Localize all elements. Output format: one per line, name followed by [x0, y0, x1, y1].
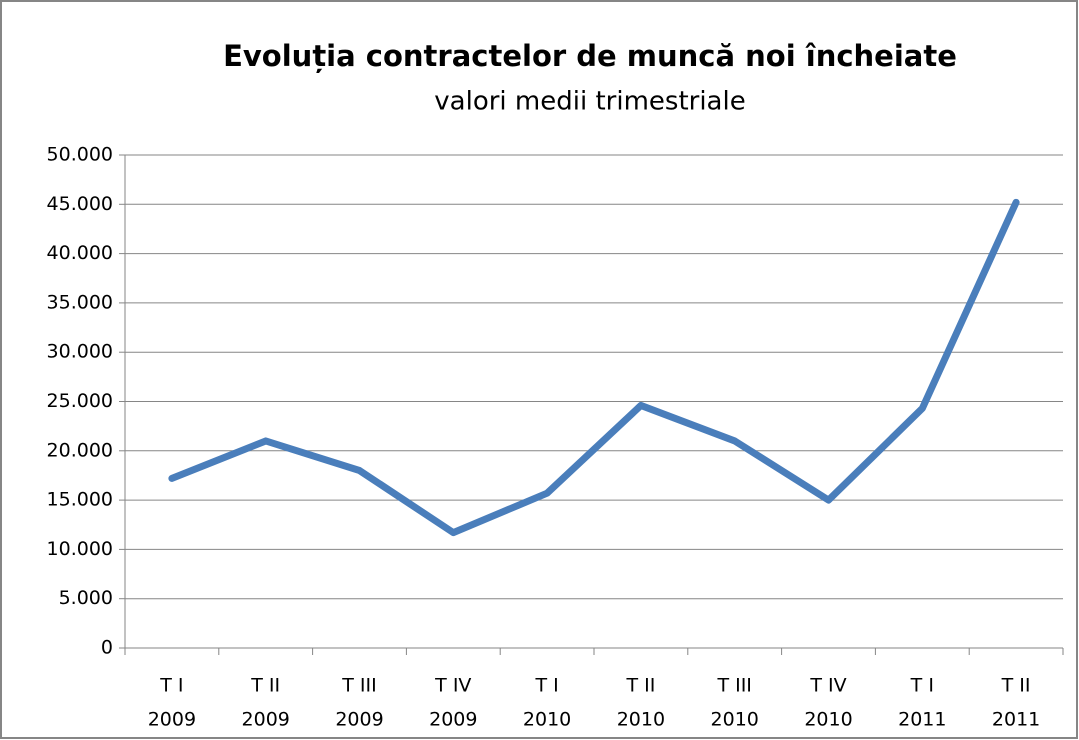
x-tick-label: T I [159, 675, 183, 697]
x-tick-label: 2010 [711, 709, 759, 731]
x-tick-label: T I [910, 675, 934, 697]
y-tick-label: 0 [101, 637, 113, 659]
data-line [168, 198, 1020, 537]
x-tick-label: 2009 [429, 709, 477, 731]
y-tick-label: 5.000 [59, 587, 113, 609]
y-tick-label: 40.000 [47, 242, 113, 264]
x-tick-label: 2009 [335, 709, 383, 731]
x-tick-label: T II [1001, 675, 1031, 697]
x-tick-label: T II [625, 675, 655, 697]
x-tick-label: T IV [434, 675, 471, 697]
y-tick-label: 10.000 [47, 538, 113, 560]
x-tick-label: T IV [809, 675, 846, 697]
x-tick-label: T III [341, 675, 376, 697]
x-tick-label: 2010 [617, 709, 665, 731]
y-tick-label: 20.000 [47, 439, 113, 461]
x-tick-label: 2009 [242, 709, 290, 731]
y-tick-label: 30.000 [47, 341, 113, 363]
x-tick-label: 2010 [804, 709, 852, 731]
y-tick-label: 15.000 [47, 489, 113, 511]
y-tick-label: 45.000 [47, 193, 113, 215]
x-tick-label: T III [716, 675, 751, 697]
x-tick-label: T I [534, 675, 558, 697]
x-tick-label: T II [250, 675, 280, 697]
x-tick-label: 2009 [148, 709, 196, 731]
y-tick-label: 50.000 [47, 144, 113, 166]
chart-title: Evoluția contractelor de muncă noi înche… [223, 39, 957, 73]
x-tick-label: 2011 [898, 709, 946, 731]
y-tick-label: 25.000 [47, 390, 113, 412]
y-tick-label: 35.000 [47, 291, 113, 313]
x-tick-label: 2010 [523, 709, 571, 731]
x-tick-label: 2011 [992, 709, 1040, 731]
chart-subtitle: valori medii trimestriale [434, 87, 745, 117]
